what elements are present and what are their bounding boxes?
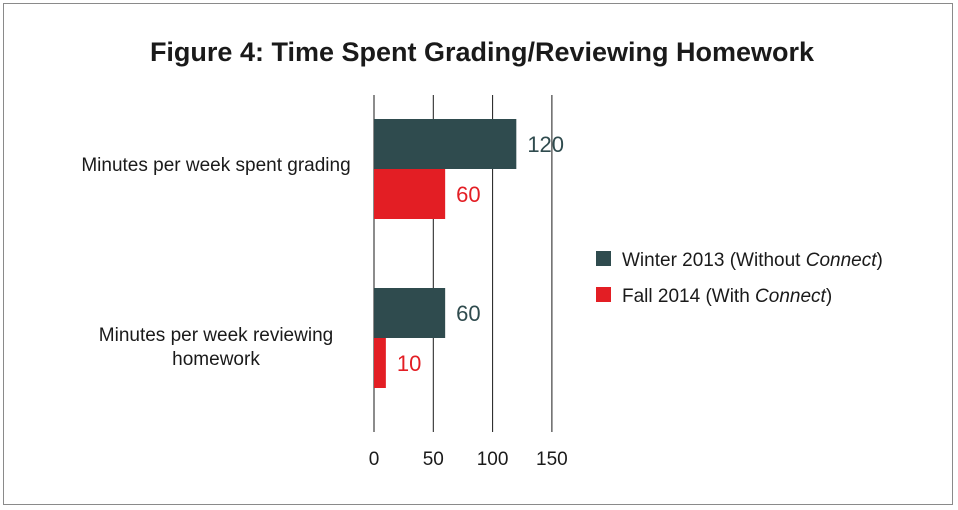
- x-tick-label: 100: [477, 449, 509, 470]
- chart-frame: [3, 3, 953, 505]
- x-tick-labels: 0 50 100 150: [369, 449, 568, 470]
- data-labels: 120 60 60 10: [397, 132, 564, 376]
- data-label: 60: [456, 182, 480, 207]
- bar-series2-cat2: [374, 338, 386, 388]
- data-label: 10: [397, 351, 421, 376]
- x-tick-label: 50: [423, 449, 444, 470]
- legend: Winter 2013 (Without Connect) Fall 2014 (…: [596, 250, 883, 307]
- bar-series1-cat1: [374, 119, 517, 169]
- legend-swatch: [596, 287, 611, 302]
- legend-entry: Fall 2014 (With Connect): [622, 286, 832, 307]
- legend-entry: Winter 2013 (Without Connect): [622, 250, 883, 271]
- data-label: 60: [456, 301, 480, 326]
- category-label: Minutes per week reviewing: [99, 325, 333, 346]
- x-tick-label: 0: [369, 449, 380, 470]
- category-label: homework: [172, 349, 260, 370]
- bar-series2-cat1: [374, 169, 446, 219]
- bars: [374, 119, 517, 388]
- data-label: 120: [527, 132, 564, 157]
- x-tick-label: 150: [536, 449, 568, 470]
- bar-series1-cat2: [374, 288, 446, 338]
- category-label: Minutes per week spent grading: [81, 155, 350, 176]
- legend-swatch: [596, 251, 611, 266]
- chart-title: Figure 4: Time Spent Grading/Reviewing H…: [150, 37, 815, 67]
- category-labels: Minutes per week spent grading Minutes pe…: [81, 155, 350, 370]
